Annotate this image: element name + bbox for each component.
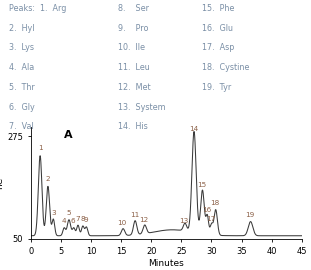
Text: 3.  Lys: 3. Lys bbox=[9, 43, 34, 52]
Text: 4: 4 bbox=[61, 218, 66, 224]
Text: 2: 2 bbox=[46, 176, 50, 182]
Text: 8.    Ser: 8. Ser bbox=[118, 4, 149, 13]
Text: Peaks:  1.  Arg: Peaks: 1. Arg bbox=[9, 4, 67, 13]
Text: 16.  Glu: 16. Glu bbox=[202, 24, 233, 33]
Text: 1: 1 bbox=[38, 145, 42, 151]
Text: 7: 7 bbox=[75, 215, 80, 222]
Text: 17: 17 bbox=[206, 215, 216, 222]
Text: 11.  Leu: 11. Leu bbox=[118, 63, 150, 72]
Text: 14.  His: 14. His bbox=[118, 122, 148, 131]
Text: 10.  Ile: 10. Ile bbox=[118, 43, 145, 52]
Text: 3: 3 bbox=[51, 210, 56, 216]
Text: 13: 13 bbox=[179, 218, 188, 224]
Text: 10: 10 bbox=[117, 220, 127, 226]
Text: 15.  Phe: 15. Phe bbox=[202, 4, 234, 13]
Text: A: A bbox=[63, 130, 72, 140]
Text: 6.  Gly: 6. Gly bbox=[9, 103, 35, 112]
Text: 2.  Hyl: 2. Hyl bbox=[9, 24, 35, 33]
Text: 7.  Val: 7. Val bbox=[9, 122, 34, 131]
Text: 4.  Ala: 4. Ala bbox=[9, 63, 35, 72]
Text: 18: 18 bbox=[211, 201, 220, 207]
Text: 17.  Asp: 17. Asp bbox=[202, 43, 234, 52]
Text: 14: 14 bbox=[189, 126, 199, 132]
Text: 12.  Met: 12. Met bbox=[118, 83, 151, 92]
Text: 6: 6 bbox=[71, 218, 76, 224]
Text: 18.  Cystine: 18. Cystine bbox=[202, 63, 249, 72]
Text: 11: 11 bbox=[130, 212, 139, 218]
Text: 19.  Tyr: 19. Tyr bbox=[202, 83, 231, 92]
X-axis label: Minutes: Minutes bbox=[149, 259, 184, 268]
Text: 5.  Thr: 5. Thr bbox=[9, 83, 35, 92]
Text: 12: 12 bbox=[140, 217, 149, 223]
Text: 8: 8 bbox=[80, 217, 85, 222]
Text: 9.    Pro: 9. Pro bbox=[118, 24, 149, 33]
Text: 16: 16 bbox=[202, 207, 211, 213]
Y-axis label: nC: nC bbox=[0, 177, 4, 189]
Text: 9: 9 bbox=[84, 217, 88, 223]
Text: 13.  System: 13. System bbox=[118, 103, 166, 112]
Text: 19: 19 bbox=[245, 212, 255, 218]
Text: 15: 15 bbox=[197, 182, 207, 188]
Text: 5: 5 bbox=[67, 210, 71, 216]
